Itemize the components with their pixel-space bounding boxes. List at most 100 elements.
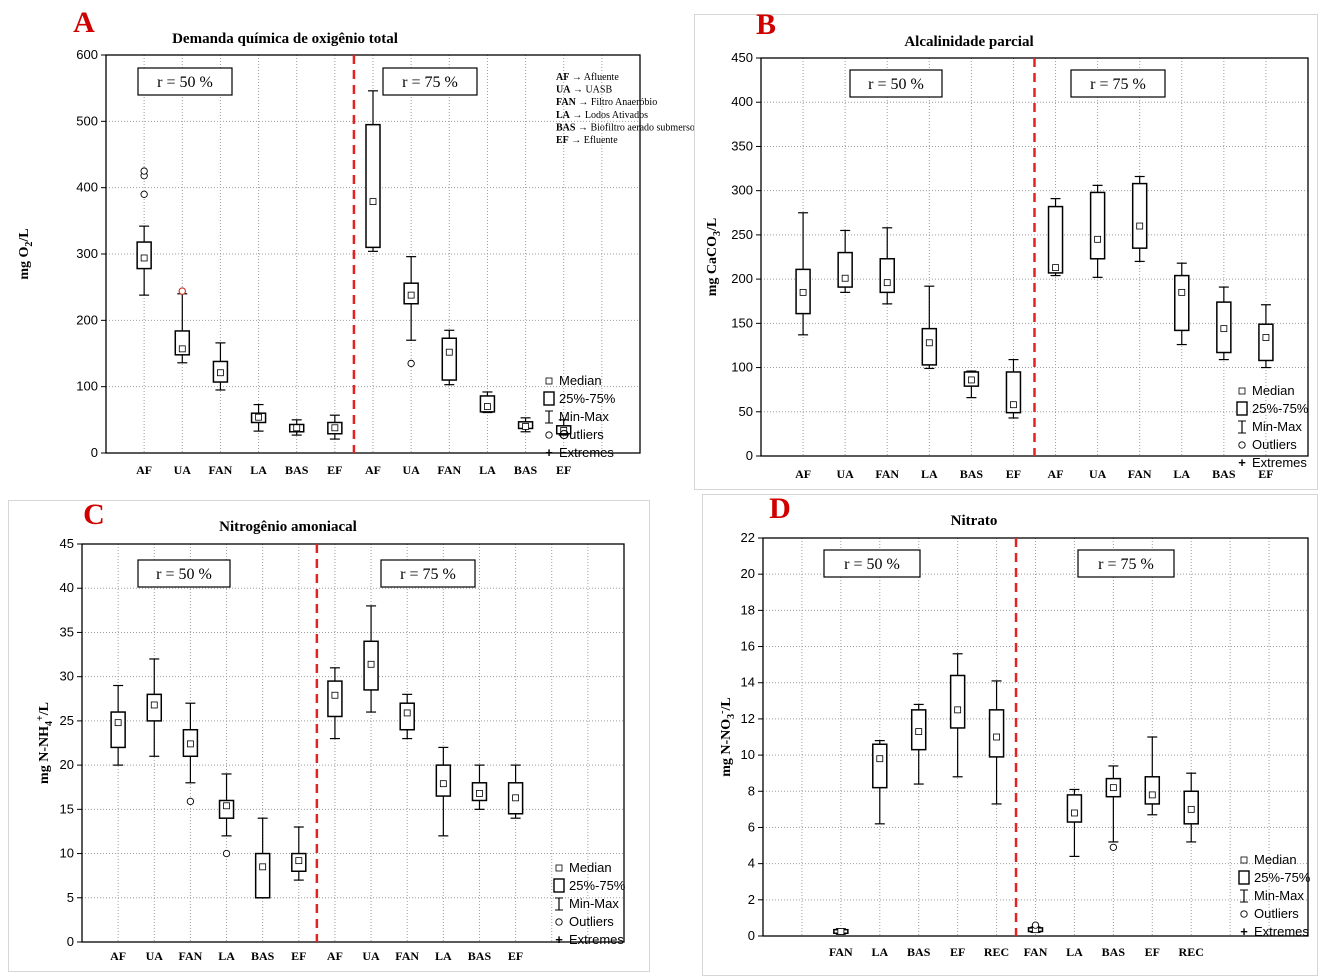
x-category-label: AF bbox=[1048, 467, 1064, 481]
y-tick-label: 6 bbox=[748, 819, 755, 834]
x-category-label: BAS bbox=[285, 463, 309, 477]
legend-box-icon bbox=[553, 878, 565, 893]
y-tick-label: 200 bbox=[76, 312, 98, 327]
median-marker bbox=[295, 857, 303, 865]
panel-b: 0 50 100 150 200 250 300 350 400 450 AF UA FAN LA BAS E… bbox=[694, 8, 1318, 490]
y-tick-label: 15 bbox=[60, 801, 74, 816]
legend: Median 25%-75% Min-Max Outliers + Extremes bbox=[543, 373, 616, 460]
x-category-label: UA bbox=[1089, 467, 1107, 481]
x-category-label: FAN bbox=[395, 949, 419, 963]
box-la bbox=[921, 285, 938, 370]
region-label: r = 75 % bbox=[400, 566, 456, 583]
region-label-box bbox=[849, 69, 943, 98]
box-bas bbox=[1105, 765, 1122, 852]
iqr-box bbox=[949, 674, 966, 729]
region-label-box bbox=[382, 67, 478, 96]
x-category-label: AF bbox=[136, 463, 152, 477]
abbreviation-item: AF → Afluente bbox=[556, 72, 619, 83]
outlier-point bbox=[178, 287, 187, 295]
x-category-label: BAS bbox=[468, 949, 492, 963]
legend-box-icon bbox=[1238, 870, 1250, 885]
x-category-label: EF bbox=[1006, 467, 1021, 481]
region-label: r = 75 % bbox=[402, 74, 458, 91]
legend-extreme-icon: + bbox=[545, 445, 553, 460]
y-tick-label: 500 bbox=[76, 113, 98, 128]
chart-c: 0 5 10 15 20 25 30 35 40 45 AF UA FAN LA BAS EF AF UA FAN L… bbox=[35, 498, 626, 963]
box-ef bbox=[1005, 358, 1022, 419]
outlier-point bbox=[1031, 921, 1040, 929]
y-tick-label: 0 bbox=[748, 928, 755, 943]
median-marker bbox=[1148, 791, 1156, 799]
box-fan bbox=[1131, 175, 1148, 263]
legend-outliers-label: Outliers bbox=[1252, 437, 1297, 452]
median-marker bbox=[522, 423, 529, 430]
median-marker bbox=[445, 348, 453, 356]
x-category-label: LA bbox=[1173, 467, 1190, 481]
x-category-label: LA bbox=[218, 949, 235, 963]
outlier-point bbox=[140, 190, 148, 198]
box-bas bbox=[1216, 286, 1232, 361]
x-category-label: UA bbox=[174, 463, 192, 477]
region-label-box bbox=[823, 549, 921, 578]
box-la bbox=[1174, 262, 1190, 346]
x-category-label: UA bbox=[362, 949, 380, 963]
region-label-box bbox=[1070, 69, 1166, 98]
iqr-box bbox=[872, 743, 888, 789]
box-bas bbox=[963, 370, 980, 399]
iqr-box bbox=[879, 258, 895, 294]
x-category-label: EF bbox=[1145, 945, 1160, 959]
legend-median-icon bbox=[555, 864, 563, 872]
median-marker bbox=[512, 794, 520, 802]
legend-outlier-icon bbox=[1238, 441, 1246, 449]
iqr-box bbox=[174, 330, 191, 356]
box-fan bbox=[441, 329, 458, 386]
median-marker bbox=[223, 802, 230, 810]
y-tick-label: 4 bbox=[748, 856, 755, 871]
y-tick-label: 20 bbox=[60, 757, 74, 772]
y-tick-label: 35 bbox=[60, 624, 74, 639]
box-bas bbox=[910, 703, 927, 785]
box-ua bbox=[403, 256, 419, 368]
y-tick-label: 10 bbox=[741, 747, 755, 762]
median-marker bbox=[1220, 325, 1228, 333]
x-category-label: BAS bbox=[514, 463, 538, 477]
iqr-box bbox=[110, 711, 126, 749]
iqr-box bbox=[1066, 794, 1083, 823]
chart-title: Demanda química de oxigênio total bbox=[172, 31, 398, 47]
iqr-box bbox=[1144, 776, 1161, 805]
y-tick-label: 150 bbox=[731, 315, 753, 330]
median-marker bbox=[1136, 222, 1144, 230]
y-tick-label: 25 bbox=[60, 713, 74, 728]
x-category-label: BAS bbox=[960, 467, 984, 481]
median-marker bbox=[560, 427, 568, 434]
outlier-point bbox=[140, 167, 148, 175]
box-af bbox=[136, 167, 152, 296]
box-ua bbox=[174, 287, 191, 364]
y-tick-label: 2 bbox=[748, 892, 755, 907]
median-marker bbox=[255, 413, 262, 421]
y-tick-label: 50 bbox=[739, 404, 753, 419]
legend-median-icon bbox=[545, 377, 553, 385]
legend: Median 25%-75% Min-Max Outliers + Extremes bbox=[1236, 383, 1309, 470]
median-marker bbox=[1094, 235, 1102, 243]
box-ef bbox=[327, 414, 343, 440]
x-category-label: FAN bbox=[437, 463, 461, 477]
y-tick-label: 10 bbox=[60, 846, 74, 861]
x-category-label: LA bbox=[435, 949, 452, 963]
median-marker bbox=[1052, 264, 1059, 272]
y-tick-label: 18 bbox=[741, 602, 755, 617]
y-tick-label: 100 bbox=[76, 379, 98, 394]
region-label: r = 50 % bbox=[868, 76, 924, 93]
legend-median-label: Median bbox=[1252, 383, 1295, 398]
panel-letter: B bbox=[756, 8, 776, 41]
legend-box-icon bbox=[1236, 401, 1248, 416]
box-fan bbox=[212, 342, 229, 391]
x-category-label: FAN bbox=[209, 463, 233, 477]
outlier-point bbox=[222, 849, 231, 858]
legend-box-label: 25%-75% bbox=[569, 878, 626, 893]
median-marker bbox=[186, 740, 194, 748]
x-category-label: FAN bbox=[1024, 945, 1048, 959]
iqr-box bbox=[441, 337, 458, 381]
median-marker bbox=[259, 863, 267, 871]
iqr-box bbox=[399, 702, 415, 731]
